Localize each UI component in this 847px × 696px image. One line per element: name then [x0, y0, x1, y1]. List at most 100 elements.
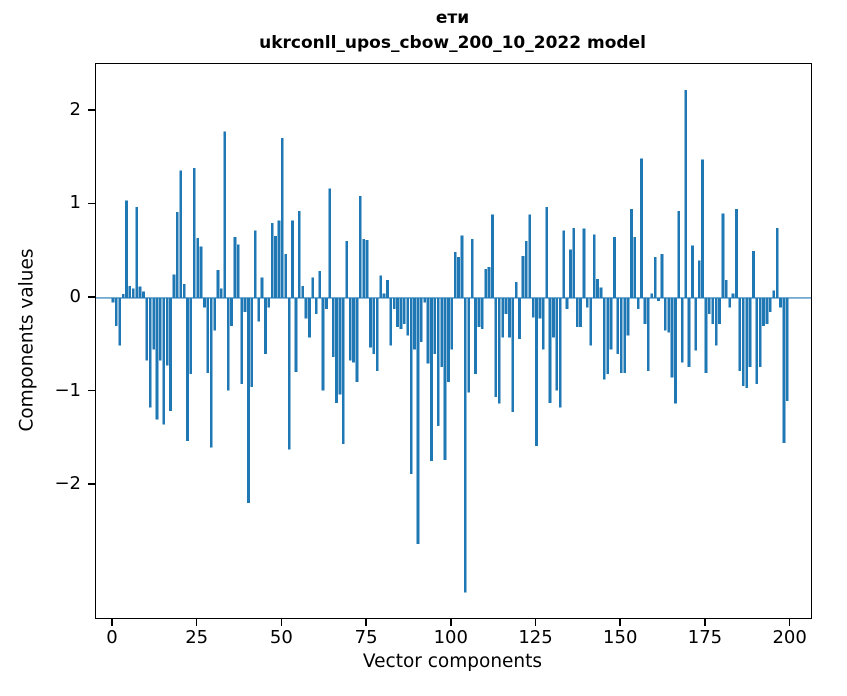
bar [762, 297, 765, 327]
bar [142, 291, 145, 298]
bar [403, 297, 406, 325]
bar [691, 245, 694, 298]
bar [565, 297, 569, 310]
bar [186, 297, 189, 442]
x-tick-mark [111, 618, 113, 626]
bar [179, 170, 183, 298]
bar [436, 297, 440, 427]
bar [189, 297, 193, 374]
bar [772, 290, 776, 298]
bar [487, 267, 491, 298]
bar [562, 230, 565, 298]
bar [338, 297, 342, 395]
bar [667, 297, 671, 333]
bar [138, 286, 142, 298]
bar [697, 260, 701, 298]
bar [555, 297, 559, 391]
bar [741, 297, 745, 386]
bar [277, 220, 281, 298]
bar [785, 297, 789, 401]
bar [311, 277, 315, 298]
bar [718, 297, 721, 325]
bar [752, 251, 755, 298]
bar [345, 240, 349, 298]
bar [616, 297, 620, 355]
x-tick-label: 25 [185, 627, 209, 648]
bar [182, 283, 186, 298]
bar [216, 269, 220, 298]
y-tick-label: −1 [54, 379, 81, 401]
bar [406, 297, 410, 336]
bar [606, 297, 610, 374]
bar [511, 297, 515, 413]
bar [162, 297, 166, 425]
bar [768, 297, 772, 312]
bar [586, 297, 589, 308]
bar [192, 167, 196, 298]
y-axis-label: Components values [16, 248, 38, 432]
bar [735, 209, 738, 298]
bar [423, 297, 427, 303]
bar [460, 235, 464, 298]
x-tick-mark [365, 618, 367, 626]
bar [267, 297, 271, 308]
bar [236, 244, 240, 298]
bar [155, 297, 159, 420]
bar [491, 214, 494, 298]
x-tick-label: 50 [269, 627, 293, 648]
y-tick-mark [88, 202, 95, 205]
x-tick-label: 125 [518, 627, 553, 648]
bar [243, 297, 247, 312]
bar [602, 297, 606, 380]
bar [287, 297, 291, 450]
x-tick-mark [619, 618, 621, 626]
bar [331, 297, 335, 357]
bar [386, 280, 389, 298]
bar-series [96, 90, 811, 593]
bar [318, 270, 321, 298]
bar [609, 297, 613, 350]
bar [514, 282, 518, 298]
bar [775, 227, 779, 298]
bar [447, 297, 450, 383]
bar [525, 240, 528, 298]
bar [535, 297, 538, 446]
y-tick-mark [88, 109, 95, 111]
bar [206, 297, 210, 373]
bar [342, 297, 345, 444]
bar [619, 297, 623, 373]
bar [484, 268, 488, 298]
bar [643, 297, 647, 325]
bar [264, 297, 267, 355]
bar [548, 297, 552, 403]
bar [470, 239, 474, 298]
bar [589, 297, 593, 346]
y-tick-label: 0 [69, 285, 81, 307]
bar [196, 238, 200, 298]
bar [250, 297, 254, 387]
bar [284, 253, 288, 298]
bar [731, 293, 735, 298]
x-tick-mark [788, 618, 791, 626]
bar [291, 220, 294, 298]
bar [636, 297, 640, 310]
bar [738, 297, 742, 371]
bar [165, 297, 169, 366]
bar [545, 207, 549, 298]
bar [379, 275, 382, 298]
x-tick-label: 0 [106, 627, 118, 648]
bar [653, 256, 657, 298]
bar [663, 297, 667, 331]
bar [592, 234, 596, 298]
x-tick-label: 175 [687, 627, 723, 648]
bar [328, 188, 332, 298]
bar [538, 297, 542, 319]
bar [230, 297, 233, 327]
bar [413, 297, 416, 350]
bar [518, 297, 521, 340]
bar [335, 297, 338, 403]
bar [175, 211, 179, 298]
bar [694, 297, 698, 351]
bar [582, 228, 586, 298]
y-tick-mark [88, 389, 95, 392]
